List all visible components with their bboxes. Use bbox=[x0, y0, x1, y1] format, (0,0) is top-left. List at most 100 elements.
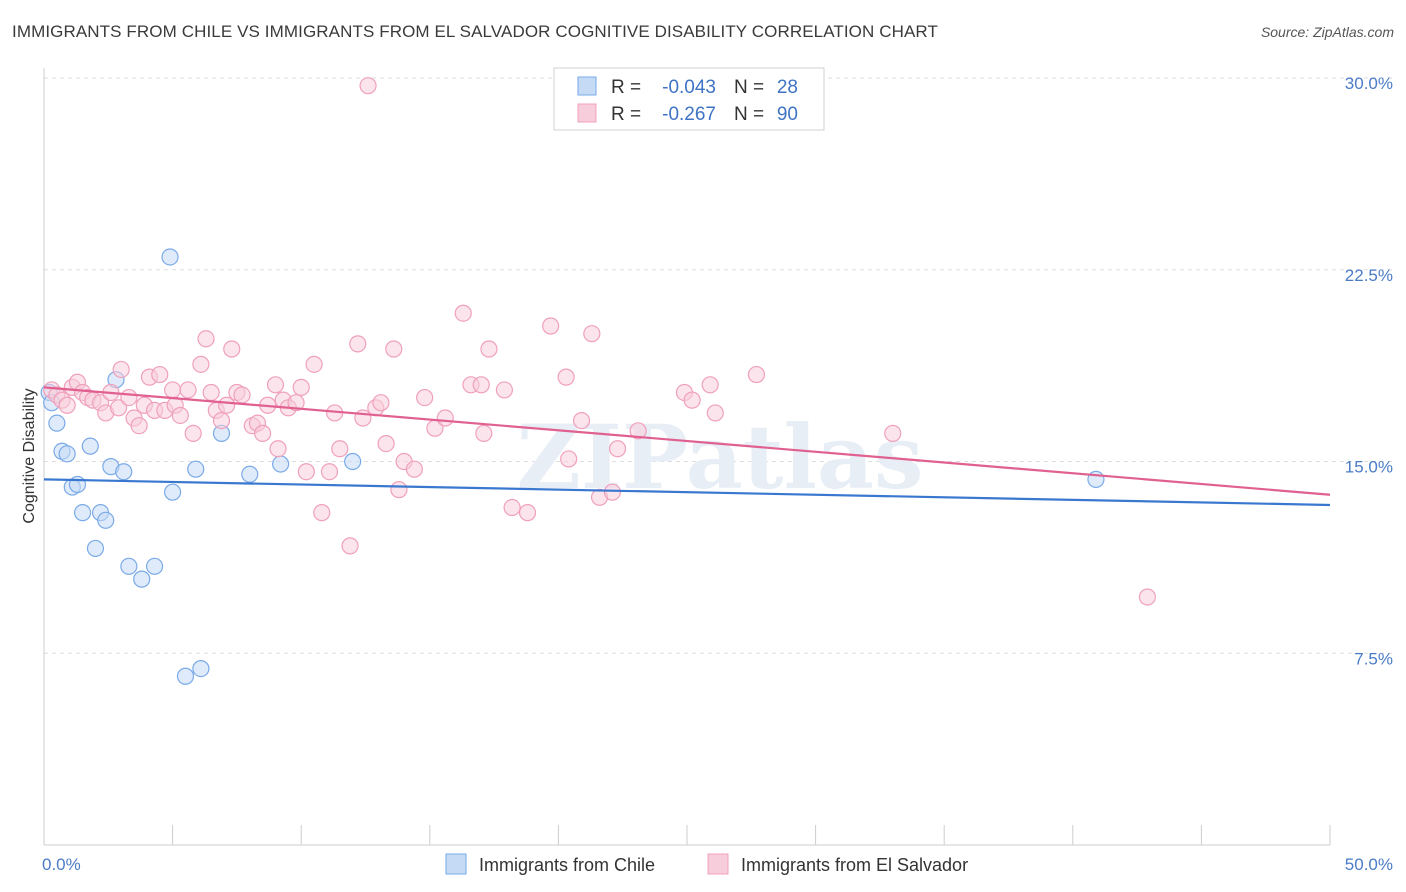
point-s1-46 bbox=[297, 463, 315, 481]
point-s1-75 bbox=[560, 450, 578, 468]
y-axis-title: Cognitive Disability bbox=[21, 388, 38, 523]
point-s1-87 bbox=[884, 424, 902, 442]
point-s1-76 bbox=[572, 411, 591, 430]
point-s1-62 bbox=[416, 388, 434, 407]
point-s0-9 bbox=[86, 539, 105, 558]
point-s0-17 bbox=[145, 557, 164, 575]
y-tick-labels: 7.5% 15.0% 22.5% 30.0% 0.0% 50.0% Cognitive Di… bbox=[21, 74, 1393, 874]
trend-line-1 bbox=[43, 386, 1331, 496]
point-s1-89 bbox=[359, 77, 377, 95]
point-s1-45 bbox=[292, 378, 310, 396]
point-s0-22 bbox=[192, 659, 210, 678]
x-tick-label-1: 50.0% bbox=[1345, 855, 1393, 874]
point-s0-26 bbox=[344, 452, 362, 471]
point-s1-83 bbox=[683, 391, 701, 409]
point-s0-16 bbox=[133, 570, 151, 588]
points bbox=[40, 77, 1156, 685]
point-s0-7 bbox=[73, 504, 92, 522]
point-s1-58 bbox=[385, 340, 403, 358]
legend-n-label-1: N = bbox=[734, 104, 764, 125]
point-s1-65 bbox=[454, 304, 472, 322]
point-s0-8 bbox=[81, 437, 99, 455]
point-s1-31 bbox=[212, 411, 231, 430]
point-s1-80 bbox=[608, 440, 627, 458]
legend: R = -0.043 N = 28 R = -0.267 N = 90 bbox=[553, 67, 825, 131]
point-s1-12 bbox=[109, 399, 128, 417]
point-s1-22 bbox=[164, 381, 182, 399]
point-s0-25 bbox=[272, 455, 290, 473]
y-tick-label-0: 7.5% bbox=[1354, 649, 1393, 668]
point-s0-11 bbox=[97, 511, 115, 529]
point-s1-64 bbox=[436, 409, 454, 427]
point-s1-27 bbox=[192, 355, 210, 373]
point-s1-51 bbox=[331, 440, 349, 458]
point-s0-2 bbox=[48, 414, 66, 432]
point-s1-48 bbox=[313, 504, 331, 522]
point-s1-85 bbox=[706, 404, 724, 422]
point-s1-70 bbox=[495, 381, 513, 399]
point-s0-21 bbox=[187, 460, 205, 478]
point-s0-18 bbox=[161, 248, 179, 266]
point-s1-69 bbox=[480, 340, 498, 358]
point-s1-88 bbox=[1138, 588, 1156, 606]
bottom-legend-label-0: Immigrants from Chile bbox=[479, 855, 655, 875]
legend-n-value-1: 90 bbox=[777, 104, 798, 125]
point-s1-59 bbox=[390, 481, 408, 499]
point-s1-57 bbox=[377, 435, 395, 453]
bottom-legend-swatch-1 bbox=[707, 853, 729, 875]
point-s1-84 bbox=[701, 376, 719, 394]
legend-n-value-0: 28 bbox=[777, 77, 798, 98]
legend-n-label-0: N = bbox=[734, 77, 764, 98]
point-s1-56 bbox=[372, 394, 390, 412]
legend-swatch-1 bbox=[577, 103, 597, 123]
point-s1-68 bbox=[475, 424, 493, 442]
point-s1-74 bbox=[557, 368, 575, 386]
point-s1-16 bbox=[130, 417, 148, 435]
y-tick-label-3: 30.0% bbox=[1345, 74, 1393, 93]
point-s0-19 bbox=[164, 483, 182, 501]
point-s1-38 bbox=[254, 424, 272, 442]
point-s1-3 bbox=[58, 396, 76, 414]
point-s1-44 bbox=[287, 394, 305, 412]
legend-r-value-0: -0.043 bbox=[662, 77, 716, 98]
point-s1-20 bbox=[151, 365, 169, 384]
trend-lines bbox=[43, 386, 1331, 507]
point-s1-33 bbox=[223, 340, 241, 358]
chart-title: IMMIGRANTS FROM CHILE VS IMMIGRANTS FROM… bbox=[12, 22, 938, 41]
bottom-legend-swatch-0 bbox=[445, 853, 467, 875]
legend-r-value-1: -0.267 bbox=[662, 104, 716, 125]
bottom-legend: Immigrants from Chile Immigrants from El … bbox=[445, 853, 968, 875]
point-s1-72 bbox=[518, 504, 537, 522]
point-s0-24 bbox=[241, 465, 259, 483]
point-s1-25 bbox=[179, 381, 197, 399]
point-s0-15 bbox=[120, 557, 138, 575]
point-s1-61 bbox=[405, 460, 423, 478]
x-tick-label-0: 0.0% bbox=[42, 855, 81, 874]
point-s1-49 bbox=[320, 463, 339, 481]
point-s0-20 bbox=[176, 667, 195, 685]
point-s1-29 bbox=[202, 383, 220, 402]
point-s1-26 bbox=[184, 424, 202, 442]
y-tick-label-2: 22.5% bbox=[1345, 266, 1393, 285]
point-s0-4 bbox=[58, 445, 76, 463]
legend-swatch-0 bbox=[577, 76, 597, 96]
legend-r-label-1: R = bbox=[611, 104, 641, 125]
point-s1-40 bbox=[266, 376, 285, 394]
legend-box bbox=[553, 67, 825, 131]
y-tick-label-1: 15.0% bbox=[1345, 458, 1393, 477]
axes bbox=[43, 68, 1331, 846]
point-s1-24 bbox=[171, 406, 189, 425]
point-s1-71 bbox=[503, 498, 521, 517]
point-s1-13 bbox=[112, 360, 130, 379]
point-s0-14 bbox=[115, 463, 133, 481]
point-s1-52 bbox=[341, 537, 359, 555]
point-s1-41 bbox=[269, 440, 287, 458]
point-s1-53 bbox=[349, 335, 367, 353]
point-s1-35 bbox=[233, 386, 251, 404]
trend-line-0 bbox=[43, 478, 1331, 507]
point-s1-81 bbox=[629, 422, 647, 440]
point-s1-14 bbox=[120, 388, 138, 407]
point-s1-47 bbox=[305, 355, 323, 373]
legend-r-label-0: R = bbox=[611, 77, 641, 98]
